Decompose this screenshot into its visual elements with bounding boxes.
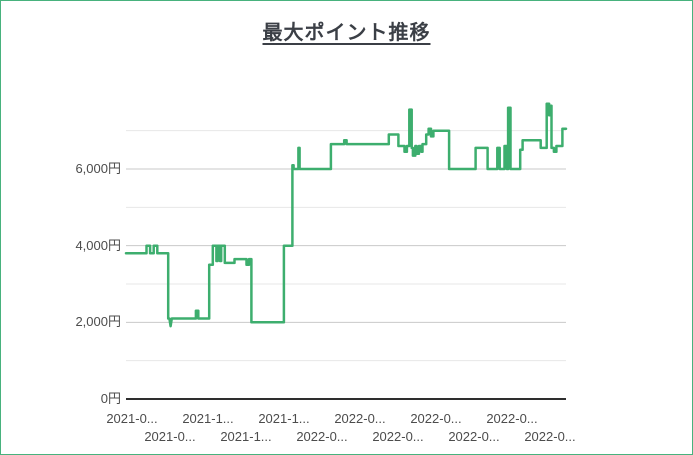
- x-axis-tick-label: 2021-0...: [106, 411, 158, 426]
- y-axis-tick-label: 6,000円: [75, 161, 121, 176]
- x-axis-tick-label: 2022-0...: [524, 429, 576, 444]
- x-axis-tick-label: 2021-1...: [258, 411, 310, 426]
- x-axis-tick-label: 2021-1...: [220, 429, 272, 444]
- data-line: [124, 102, 568, 328]
- x-axis-tick-label: 2022-0...: [486, 411, 538, 426]
- x-axis-tick-label: 2022-0...: [410, 411, 462, 426]
- x-axis-tick-label: 2022-0...: [296, 429, 348, 444]
- x-axis-tick-label: 2022-0...: [372, 429, 424, 444]
- y-axis-tick-label: 2,000円: [75, 314, 121, 330]
- chart-title: 最大ポイント推移: [262, 22, 431, 44]
- x-axis-tick-label: 2021-0...: [144, 429, 196, 444]
- x-axis-tick-label: 2021-1...: [182, 411, 234, 426]
- x-axis-tick-label: 2022-0...: [448, 429, 500, 444]
- y-axis-tick-label: 4,000円: [75, 237, 121, 253]
- y-axis-tick-label: 0円: [100, 391, 121, 406]
- x-axis-tick-label: 2022-0...: [334, 411, 386, 426]
